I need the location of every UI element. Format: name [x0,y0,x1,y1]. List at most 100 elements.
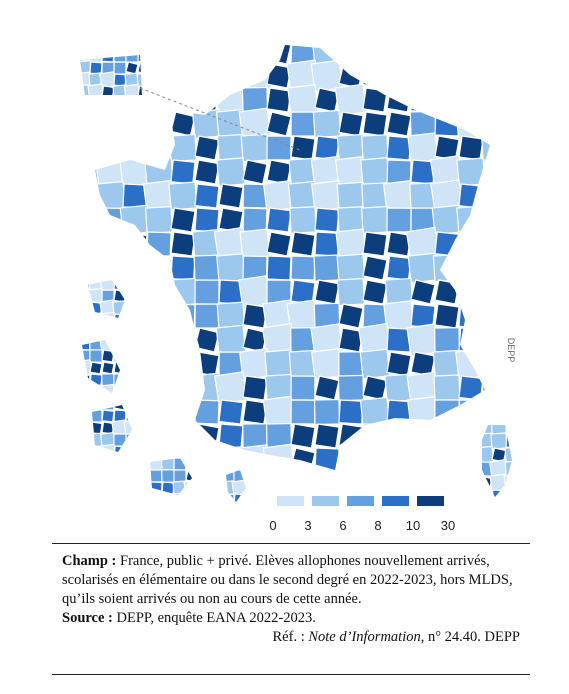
department [147,143,165,161]
department [135,371,153,389]
department [136,300,152,316]
department [194,351,220,377]
department [360,205,390,235]
department [113,55,127,63]
department [101,121,115,135]
department [146,135,172,161]
department [209,61,223,75]
department [95,180,127,212]
department [100,228,116,244]
department [160,372,176,388]
watermark: DEPP [506,338,516,363]
department [89,409,103,423]
inset-link [139,87,301,151]
department [168,397,198,427]
department [147,251,165,269]
department [95,135,100,161]
department [171,335,189,353]
department [89,217,103,231]
department [173,409,187,423]
department [111,251,129,269]
department [458,447,484,470]
department [266,231,292,257]
department [193,254,221,282]
department [87,323,105,341]
department [338,351,364,377]
department [80,419,93,437]
department [338,303,364,329]
department [173,61,187,75]
department [80,456,92,472]
department [338,447,364,470]
department [95,108,127,140]
department [170,375,196,401]
department [242,207,268,233]
department [410,423,436,449]
department [149,361,163,375]
department [161,325,175,339]
department [161,97,175,111]
department [95,111,100,137]
department [194,327,220,353]
department [137,277,151,291]
department [192,469,222,470]
department [113,433,127,447]
department [481,230,490,258]
department [245,61,246,75]
department [359,444,391,470]
department [113,445,127,459]
department [119,300,151,332]
department [218,45,244,65]
department [183,395,201,413]
department [173,397,187,411]
department [135,443,153,461]
department [387,472,411,496]
department [209,469,223,483]
department [287,84,319,116]
department [124,468,140,484]
department [362,87,388,113]
department [457,45,485,66]
department [80,431,93,449]
department [482,111,490,137]
department [197,493,211,502]
department [362,423,388,449]
department [458,303,484,329]
department [410,279,436,305]
department [149,289,163,303]
department [98,207,124,233]
department [214,371,248,405]
department [194,45,220,65]
department [135,251,153,269]
department [173,349,187,363]
department [113,397,127,411]
department [160,60,176,76]
department [338,111,364,137]
department [361,134,389,162]
department [290,423,316,449]
department [89,445,103,459]
department [434,447,460,470]
department [143,45,175,68]
department [111,131,129,149]
department [183,59,201,77]
department [80,311,93,329]
department [194,159,220,185]
department [170,111,196,137]
department [313,398,341,426]
department [80,337,91,351]
department [122,111,148,137]
department [458,399,484,425]
department [161,361,175,375]
department [221,493,235,502]
department [456,85,486,115]
department [87,251,105,269]
department [505,425,512,435]
department [88,312,104,328]
department [242,45,268,65]
department [99,107,117,125]
department [146,87,172,113]
department [161,469,175,483]
department [314,423,340,449]
department [135,467,153,485]
